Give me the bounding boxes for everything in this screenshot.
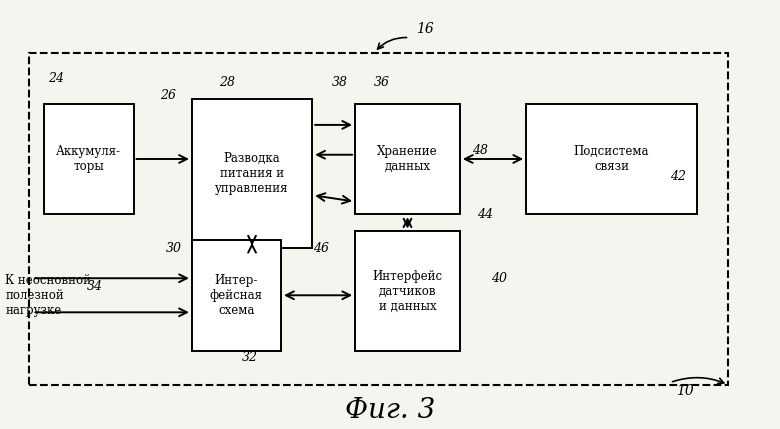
Text: Интерфейс
датчиков
и данных: Интерфейс датчиков и данных — [372, 269, 442, 312]
FancyBboxPatch shape — [355, 104, 460, 214]
Text: Хранение
данных: Хранение данных — [378, 145, 438, 173]
Text: 26: 26 — [161, 89, 176, 102]
Text: Аккумуля-
торы: Аккумуля- торы — [56, 145, 122, 173]
Text: 34: 34 — [87, 280, 103, 293]
Text: Интер-
фейсная
схема: Интер- фейсная схема — [210, 274, 263, 317]
Text: 16: 16 — [416, 22, 434, 36]
Text: 44: 44 — [477, 208, 493, 221]
Text: Подсистема
связи: Подсистема связи — [574, 145, 649, 173]
Text: 42: 42 — [669, 169, 686, 182]
Text: 48: 48 — [472, 144, 488, 157]
Text: Фиг. 3: Фиг. 3 — [345, 397, 435, 424]
Text: 30: 30 — [165, 242, 182, 255]
Text: 40: 40 — [491, 272, 507, 285]
Text: 46: 46 — [314, 242, 329, 255]
Text: 36: 36 — [374, 76, 390, 89]
Text: 10: 10 — [676, 384, 694, 398]
FancyBboxPatch shape — [44, 104, 133, 214]
Text: 24: 24 — [48, 72, 64, 85]
FancyBboxPatch shape — [526, 104, 697, 214]
Text: Разводка
питания и
управления: Разводка питания и управления — [215, 152, 289, 195]
FancyBboxPatch shape — [192, 240, 281, 350]
Text: 28: 28 — [218, 76, 235, 89]
Text: К неосновной
полезной
нагрузке: К неосновной полезной нагрузке — [5, 274, 91, 317]
FancyBboxPatch shape — [192, 100, 312, 248]
Text: 32: 32 — [242, 350, 258, 363]
Text: 38: 38 — [332, 76, 347, 89]
FancyBboxPatch shape — [355, 231, 460, 350]
